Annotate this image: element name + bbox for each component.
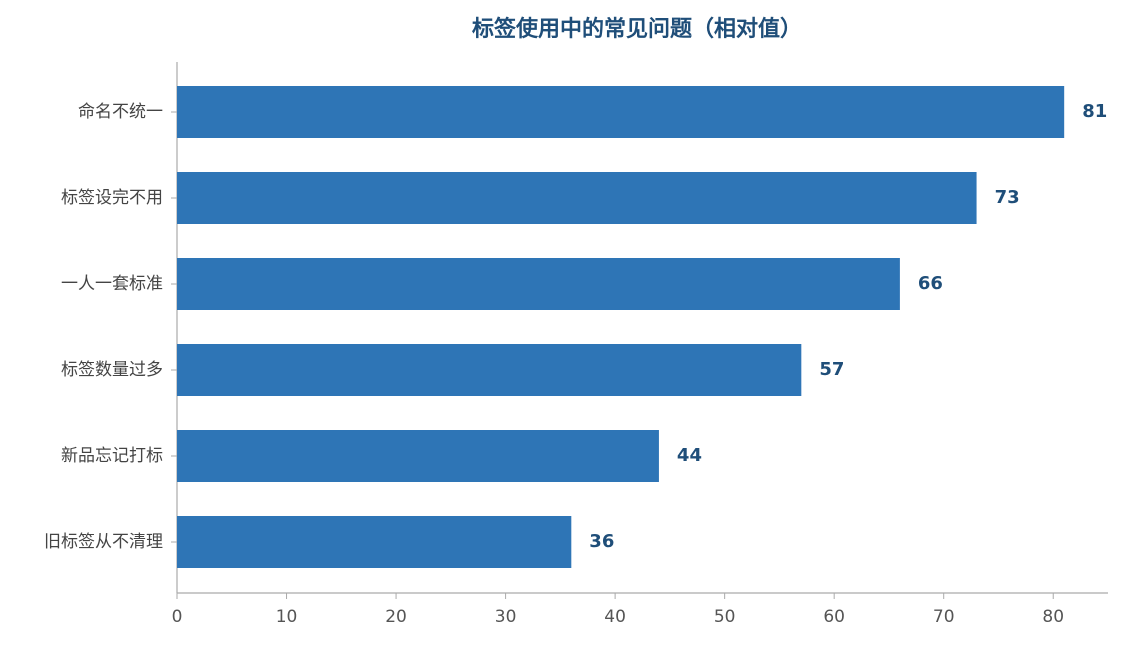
bar	[177, 86, 1065, 138]
x-tick-label: 20	[385, 607, 407, 627]
bar	[177, 430, 659, 482]
value-label: 36	[589, 531, 614, 552]
value-label: 73	[995, 187, 1020, 208]
x-tick-label: 0	[172, 607, 183, 627]
x-tick-label: 70	[933, 607, 955, 627]
chart-title: 标签使用中的常见问题（相对值）	[472, 16, 802, 42]
x-tick-label: 30	[495, 607, 517, 627]
x-tick-label: 50	[714, 607, 736, 627]
x-tick-label: 60	[823, 607, 845, 627]
bar	[177, 344, 802, 396]
value-label: 81	[1082, 101, 1107, 122]
y-tick-label: 标签数量过多	[61, 360, 163, 380]
y-tick-label: 新品忘记打标	[61, 446, 163, 466]
bar	[177, 172, 977, 224]
x-tick-label: 80	[1042, 607, 1064, 627]
x-tick-label: 40	[604, 607, 626, 627]
value-label: 57	[819, 359, 844, 380]
bar	[177, 258, 900, 310]
value-label: 44	[677, 445, 702, 466]
x-tick-label: 10	[276, 607, 298, 627]
y-tick-label: 旧标签从不清理	[44, 532, 163, 552]
value-label: 66	[918, 273, 943, 294]
y-tick-label: 命名不统一	[78, 102, 163, 122]
y-tick-label: 一人一套标准	[61, 274, 163, 294]
bar	[177, 516, 572, 568]
y-tick-label: 标签设完不用	[61, 188, 163, 208]
